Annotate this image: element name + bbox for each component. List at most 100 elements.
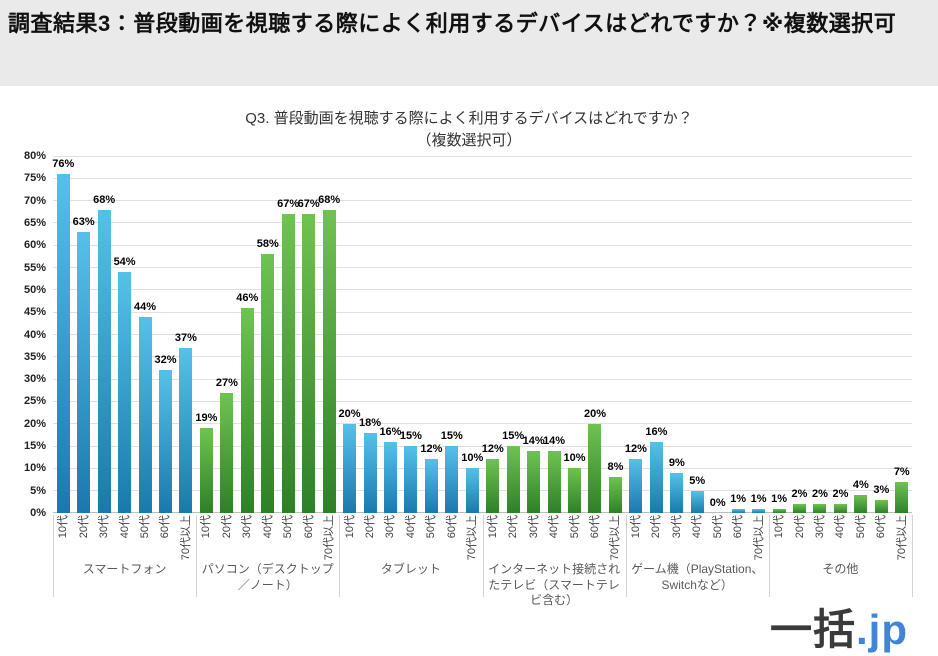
bar-value-label: 32% [154,354,177,367]
gridline [53,467,912,469]
bar-value-label: 2% [791,488,808,501]
bar-value-label: 15% [399,430,422,443]
bar [547,450,561,513]
bar-value-label: 20% [338,407,361,420]
gridline [53,490,912,492]
bar [649,441,663,513]
logo: 一括.jp [770,596,908,656]
bar-value-label: 0% [709,497,726,509]
y-axis-label: 25% [23,395,46,408]
gridline [53,400,912,402]
bar-value-label: 16% [645,425,668,438]
gridline [53,334,912,335]
bar [731,508,745,513]
bar [690,490,704,513]
x-axis-line [53,512,912,513]
y-axis-label: 60% [23,239,46,252]
bar [772,508,786,513]
x-group-label: スマートフォン [82,562,167,576]
bar-value-label: 18% [358,416,382,429]
y-axis-label: 15% [23,440,46,453]
group-separator [339,515,341,597]
bar [670,472,684,513]
bar [138,316,152,513]
x-group-label: その他 [822,562,859,576]
y-axis-label: 30% [23,373,46,386]
x-group-label: タブレット [380,562,441,576]
bar-value-label: 8% [607,461,624,474]
bar [199,428,213,513]
gridline [53,200,912,202]
bar-value-label: 58% [256,238,279,251]
bar [608,477,622,513]
group-separator [625,515,627,597]
bar-value-label: 12% [624,443,647,456]
bar [424,459,438,513]
x-group-label: インターネット接続されたテレビ（スマートテレビ含む） [488,562,621,608]
bar-value-label: 68% [318,193,341,206]
group-separator [482,515,484,597]
bar-value-label: 15% [502,430,525,443]
gridline [53,311,912,313]
page-header: 調査結果3：普段動画を視聴する際によく利用するデバイスはどれですか？※複数選択可 [0,0,938,86]
bar [363,432,377,513]
gridline [53,244,912,246]
bar-value-label: 19% [195,412,218,425]
bar-value-label: 1% [771,492,787,505]
chart-subtitle: （複数選択可） [416,132,522,149]
gridline [53,155,912,157]
bar-value-label: 76% [52,157,75,170]
bar [179,347,193,513]
bar [383,441,397,513]
bar [261,254,275,513]
bar [158,370,172,513]
gridline [53,222,912,224]
bar-value-label: 12% [481,443,504,456]
bar [752,508,766,513]
group-separator [768,515,770,597]
y-axis-label: 50% [23,283,46,296]
y-axis-label: 75% [23,172,46,185]
gridline [53,445,912,447]
bar [281,214,295,513]
bar-value-label: 14% [522,434,545,447]
y-axis-label: 10% [23,462,46,475]
gridline [53,177,912,179]
y-axis-label: 40% [23,328,46,341]
bar [527,450,541,513]
gridline [53,423,912,425]
bar-value-label: 3% [873,483,890,496]
group-separator [196,515,198,597]
bar-value-label: 10% [461,452,484,465]
bar-value-label: 4% [852,479,869,492]
bar [220,392,234,513]
y-axis-label: 80% [23,150,46,162]
logo-text-blue: .jp [856,606,909,653]
y-axis-label: 65% [23,216,46,229]
x-group-label: パソコン（デスクトップ／ノート） [201,562,334,592]
bar [895,481,909,513]
bar [302,214,316,513]
gridline [53,289,912,291]
bar-value-label: 14% [543,434,566,447]
bar-value-label: 20% [583,407,606,420]
bar-value-label: 1% [730,492,747,505]
gridline [53,378,912,380]
bar [874,499,888,513]
bar-value-label: 2% [832,488,849,501]
bar-value-label: 27% [215,376,238,389]
page-title: 調査結果3：普段動画を視聴する際によく利用するデバイスはどれですか？※複数選択可 [8,11,897,36]
y-axis-label: 20% [23,417,46,430]
bar [77,231,91,513]
x-group-label: ゲーム機（PlayStation、Switchなど） [631,562,764,592]
gridline [53,356,912,358]
bar-value-label: 67% [277,198,300,210]
bar [793,504,806,513]
y-axis-label: 0% [30,507,46,519]
bar [240,307,254,513]
bar [97,209,111,513]
bar-value-label: 15% [440,430,463,443]
bar-value-label: 5% [689,474,706,487]
y-axis-label: 55% [23,261,46,274]
